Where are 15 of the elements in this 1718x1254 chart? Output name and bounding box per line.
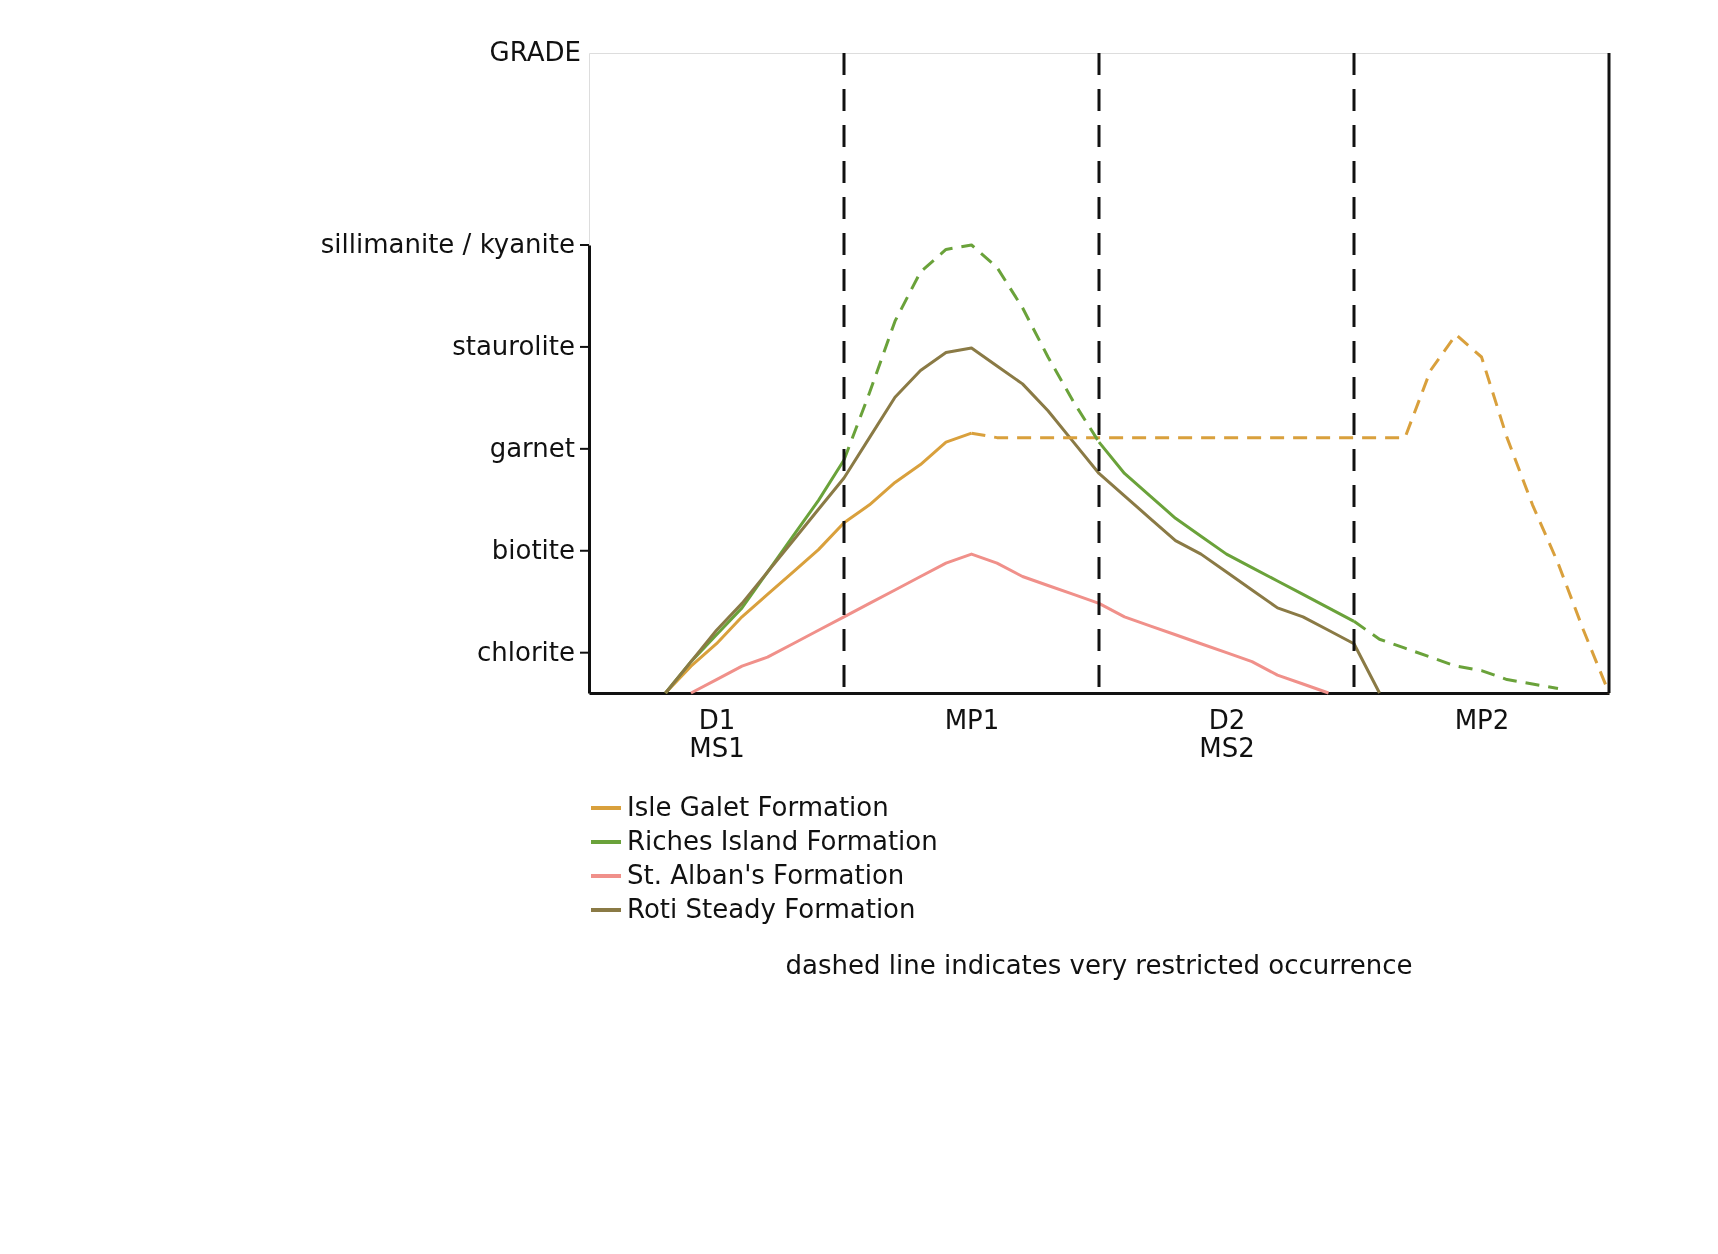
text: staurolite: [452, 330, 575, 361]
text: garnet: [489, 432, 575, 463]
text: chlorite: [476, 636, 575, 667]
legend-label: Riches Island Formation: [627, 826, 938, 856]
legend-label: St. Alban's Formation: [627, 860, 905, 890]
text: biotite: [491, 534, 575, 565]
x-tick-label: D1 MS1: [689, 704, 745, 763]
text: GRADE: [489, 37, 581, 67]
text: dashed line indicates very restricted occurrence: [785, 950, 1413, 980]
x-tick-label: MP1: [944, 704, 1000, 735]
x-tick-label: D2 MS2: [1199, 704, 1255, 763]
legend-label: Isle Galet Formation: [627, 792, 889, 822]
text: sillimanite / kyanite: [320, 229, 575, 259]
legend-label: Roti Steady Formation: [627, 894, 916, 924]
x-tick-label: MP2: [1454, 704, 1510, 735]
